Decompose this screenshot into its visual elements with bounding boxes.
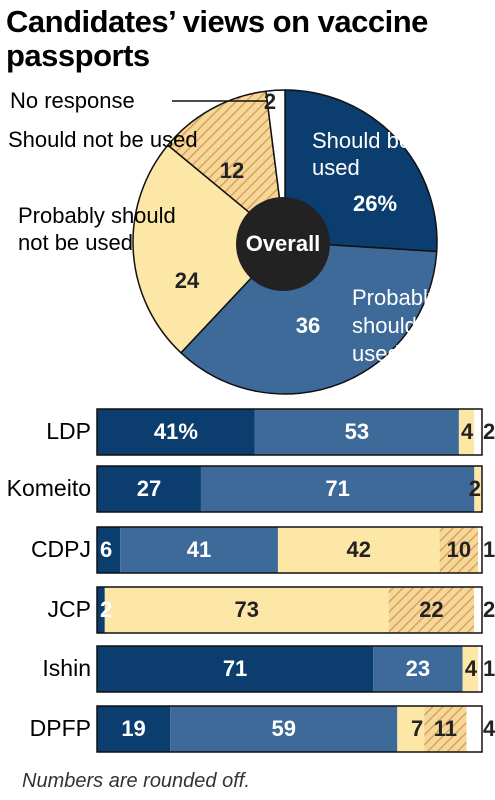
label-probably-should-line2: should be bbox=[352, 313, 447, 338]
bar-ishin-probably-should-not-be-used bbox=[462, 646, 479, 692]
bar-jcp-should-not-be-used bbox=[388, 587, 475, 633]
bar-dpfp-probably-should-be-used bbox=[170, 706, 398, 752]
bar-outline-jcp bbox=[96, 586, 483, 634]
bar-value-ldp-no-response: 2 bbox=[483, 419, 495, 444]
pie-slice-should-not-be-used bbox=[166, 90, 286, 244]
bar-value-dpfp-no-response: 4 bbox=[483, 716, 495, 741]
party-label-komeito: Komeito bbox=[7, 475, 91, 501]
footnote: Numbers are rounded off. bbox=[22, 770, 250, 792]
bar-ishin-probably-should-be-used bbox=[373, 646, 463, 692]
bar-value-komeito-probably-should-be-used: 71 bbox=[325, 476, 349, 501]
label-should-be-used-line1: Should be bbox=[312, 128, 411, 153]
party-label-jcp: JCP bbox=[48, 596, 91, 622]
bar-value-cdpj-no-response: 1 bbox=[483, 537, 495, 562]
pie-slice-probably-should-not-be-used bbox=[132, 144, 287, 354]
party-label-dpfp: DPFP bbox=[30, 715, 91, 741]
pie-value-no-response: 2 bbox=[264, 89, 276, 114]
bar-value-ishin-no-response: 1 bbox=[483, 656, 495, 681]
pie-slice-should-be-used bbox=[284, 89, 438, 253]
bar-jcp-no-response bbox=[474, 587, 482, 633]
bar-dpfp-probably-should-not-be-used bbox=[397, 706, 425, 752]
bar-value-ldp-probably-should-be-used: 53 bbox=[345, 419, 369, 444]
pie-value-should-not-be-used: 12 bbox=[220, 158, 244, 183]
bar-outline-ldp bbox=[96, 408, 483, 456]
bar-ishin-should-be-used bbox=[97, 646, 374, 692]
bar-ldp-no-response bbox=[474, 409, 482, 455]
party-label-ldp: LDP bbox=[46, 418, 91, 444]
label-no-response: No response bbox=[10, 88, 135, 113]
bar-value-komeito-probably-should-not-be-used: 2 bbox=[469, 476, 481, 501]
overall-pie-chart: 26% 36 24 12 2 Overall bbox=[132, 89, 438, 395]
bar-value-dpfp-probably-should-not-be-used: 7 bbox=[411, 716, 423, 741]
bar-value-ldp-should-be-used: 41% bbox=[154, 419, 198, 444]
label-should-be-used-line2: used bbox=[312, 155, 360, 180]
chart-title-line2: passports bbox=[6, 38, 150, 73]
label-probably-should-not-line1: Probably should bbox=[18, 203, 176, 228]
bar-komeito-should-be-used bbox=[97, 466, 201, 512]
bar-ldp-should-be-used bbox=[97, 409, 255, 455]
bar-value-ishin-probably-should-be-used: 23 bbox=[406, 656, 430, 681]
bar-dpfp-should-not-be-used bbox=[424, 706, 467, 752]
bar-value-jcp-should-be-used: 2 bbox=[100, 597, 112, 622]
bar-cdpj-probably-should-be-used bbox=[120, 527, 278, 573]
bar-value-dpfp-should-be-used: 19 bbox=[121, 716, 145, 741]
bar-cdpj-no-response bbox=[478, 527, 482, 573]
bar-jcp-should-be-used bbox=[97, 587, 105, 633]
bar-cdpj-probably-should-not-be-used bbox=[277, 527, 440, 573]
bar-outline-ishin bbox=[96, 645, 483, 693]
bar-komeito-probably-should-not-be-used bbox=[474, 466, 482, 512]
party-label-cdpj: CDPJ bbox=[31, 536, 91, 562]
bar-jcp-probably-should-not-be-used bbox=[104, 587, 389, 633]
bar-value-ldp-probably-should-not-be-used: 4 bbox=[461, 419, 474, 444]
pie-value-probably-should-not-be-used: 24 bbox=[175, 268, 200, 293]
label-should-not-be-used: Should not be used bbox=[8, 127, 198, 152]
bar-ldp-probably-should-not-be-used bbox=[458, 409, 475, 455]
label-probably-should-not-line2: not be used bbox=[18, 230, 133, 255]
bar-value-dpfp-should-not-be-used: 11 bbox=[434, 716, 457, 741]
bar-komeito-probably-should-be-used bbox=[200, 466, 475, 512]
pie-slice-probably-should-be-used bbox=[179, 241, 438, 395]
pie-value-should-be-used: 26% bbox=[353, 191, 397, 216]
pie-center-disc bbox=[236, 197, 330, 291]
bar-value-jcp-probably-should-not-be-used: 73 bbox=[234, 597, 258, 622]
bar-value-cdpj-should-not-be-used: 10 bbox=[447, 537, 471, 562]
pie-value-probably-should-be-used: 36 bbox=[296, 313, 320, 338]
bar-dpfp-no-response bbox=[466, 706, 482, 752]
label-probably-should-line3: used bbox=[352, 341, 400, 366]
bar-ishin-no-response bbox=[478, 646, 482, 692]
pie-center-label: Overall bbox=[246, 231, 321, 256]
bar-cdpj-should-not-be-used bbox=[439, 527, 479, 573]
bar-value-cdpj-should-be-used: 6 bbox=[100, 537, 112, 562]
bar-outline-komeito bbox=[96, 465, 483, 513]
bar-outline-dpfp bbox=[96, 705, 483, 753]
bar-dpfp-should-be-used bbox=[97, 706, 171, 752]
bar-value-dpfp-probably-should-be-used: 59 bbox=[271, 716, 295, 741]
label-probably-should-line1: Probably bbox=[352, 285, 439, 310]
bar-outline-cdpj bbox=[96, 526, 483, 574]
bar-value-ishin-should-be-used: 71 bbox=[223, 656, 247, 681]
bar-value-cdpj-probably-should-be-used: 41 bbox=[187, 537, 211, 562]
bar-value-komeito-should-be-used: 27 bbox=[137, 476, 161, 501]
bar-value-jcp-no-response: 2 bbox=[483, 597, 495, 622]
bar-value-jcp-should-not-be-used: 22 bbox=[419, 597, 443, 622]
party-label-ishin: Ishin bbox=[42, 655, 91, 681]
bar-value-cdpj-probably-should-not-be-used: 42 bbox=[347, 537, 371, 562]
bar-cdpj-should-be-used bbox=[97, 527, 121, 573]
bar-value-ishin-probably-should-not-be-used: 4 bbox=[465, 656, 478, 681]
bar-ldp-probably-should-be-used bbox=[254, 409, 459, 455]
chart-title-line1: Candidates’ views on vaccine bbox=[6, 4, 428, 39]
